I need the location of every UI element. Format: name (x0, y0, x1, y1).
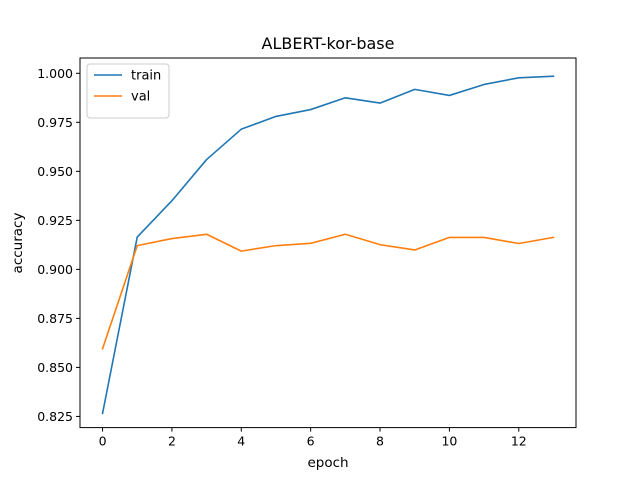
legend: train val (86, 63, 170, 119)
x-tick-label: 4 (237, 434, 245, 449)
y-tick-label: 0.900 (37, 262, 73, 277)
series-line-train (101, 75, 555, 415)
x-tick-label: 2 (168, 434, 176, 449)
y-tick-label: 0.850 (37, 360, 73, 375)
legend-box (86, 63, 170, 119)
y-tick-label: 0.825 (37, 409, 73, 424)
y-tick-label: 0.975 (37, 115, 73, 130)
x-tick-label: 8 (376, 434, 384, 449)
x-tick-label: 0 (99, 434, 107, 449)
legend-label-train: train (131, 69, 161, 84)
x-tick-label: 10 (441, 434, 457, 449)
y-tick-label: 0.875 (37, 311, 73, 326)
x-tick-label: 6 (307, 434, 315, 449)
y-tick-label: 0.925 (37, 213, 73, 228)
series-line-val (101, 233, 555, 350)
plot-frame (79, 57, 577, 429)
x-tick-label: 12 (511, 434, 527, 449)
y-tick-label: 0.950 (37, 164, 73, 179)
x-axis-title: epoch (307, 455, 348, 471)
chart-title: ALBERT-kor-base (262, 34, 395, 53)
y-tick-label: 1.000 (37, 66, 73, 81)
legend-label-val: val (131, 90, 150, 105)
y-axis-title: accuracy (10, 213, 26, 274)
